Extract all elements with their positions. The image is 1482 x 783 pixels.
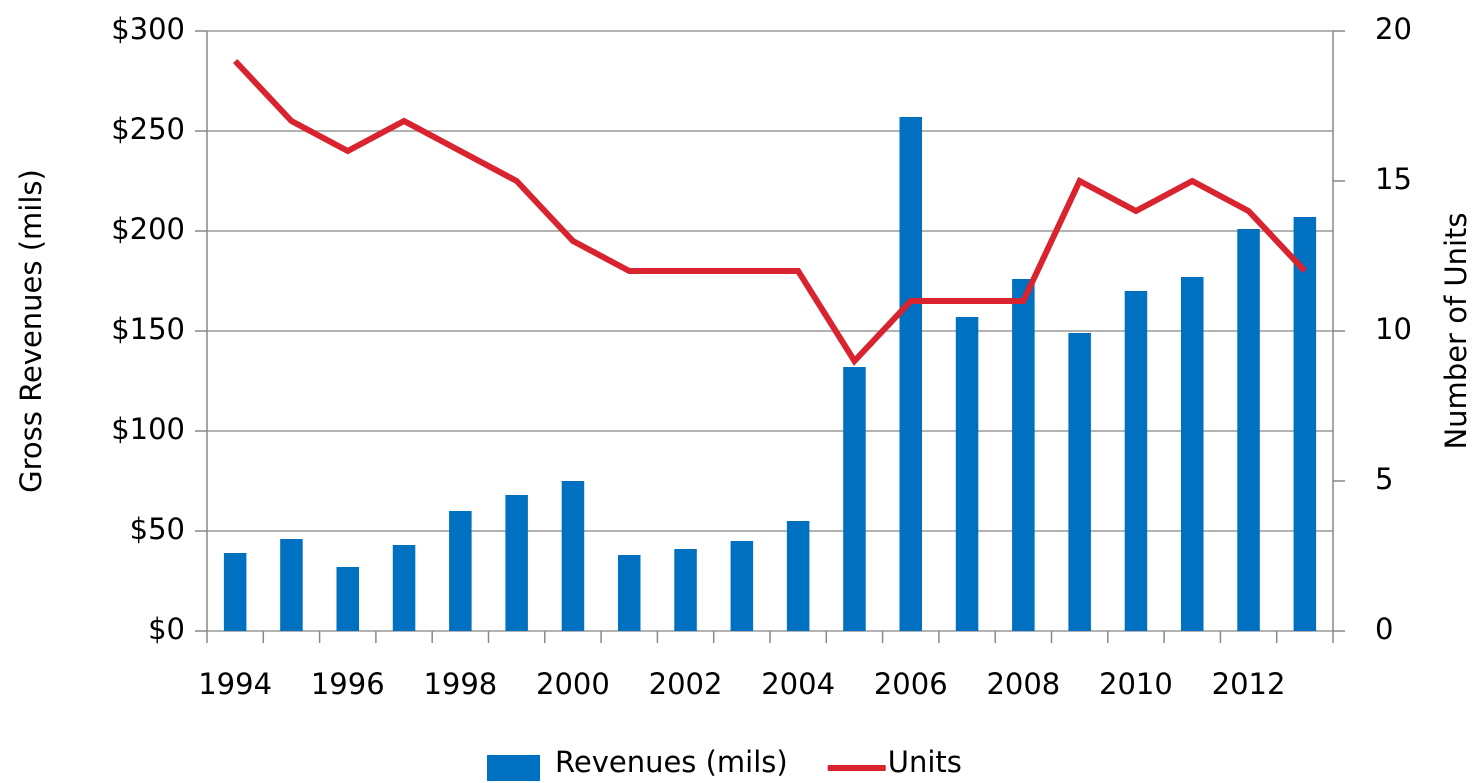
x-tick-label: 2012	[1212, 667, 1286, 701]
x-tick-label: 2010	[1099, 667, 1173, 701]
y-axis-title: Gross Revenues (mils)	[14, 169, 48, 493]
bar	[617, 555, 641, 631]
legend-label: Revenues (mils)	[555, 745, 788, 779]
y2-tick-label: 15	[1375, 162, 1412, 196]
bar	[561, 481, 585, 631]
bar	[955, 317, 979, 631]
x-tick-label: 1994	[198, 667, 272, 701]
legend-swatch	[487, 755, 540, 781]
y2-tick-label: 10	[1375, 312, 1412, 346]
x-tick-label: 2002	[649, 667, 723, 701]
bar	[280, 539, 303, 631]
x-tick-label: 2004	[761, 667, 835, 701]
bar	[1068, 333, 1091, 631]
bar	[392, 545, 416, 631]
bar	[899, 117, 923, 631]
bar	[730, 541, 754, 631]
x-tick-label: 2000	[536, 667, 610, 701]
y2-tick-label: 0	[1375, 612, 1393, 646]
bar	[1012, 279, 1035, 631]
y2-axis-title: Number of Units	[1439, 212, 1473, 449]
y-tick-label: $0	[148, 612, 185, 646]
x-tick-label: 1998	[423, 667, 497, 701]
x-tick-label: 2008	[986, 667, 1060, 701]
legend-label: Units	[888, 745, 962, 779]
bar	[336, 567, 360, 631]
bar	[1124, 291, 1148, 631]
line	[232, 58, 1308, 366]
y-tick-label: $300	[111, 12, 185, 46]
bar	[223, 553, 247, 631]
bar	[449, 511, 472, 631]
y-tick-label: $100	[111, 412, 185, 446]
bar	[1293, 217, 1317, 631]
bar	[674, 549, 697, 631]
bar	[1237, 229, 1260, 631]
bar	[505, 495, 528, 631]
y2-tick-label: 5	[1375, 462, 1393, 496]
y-tick-label: $200	[111, 212, 185, 246]
y2-tick-label: 20	[1375, 12, 1412, 46]
y-tick-label: $150	[111, 312, 185, 346]
bar	[786, 521, 810, 631]
x-tick-label: 2006	[874, 667, 948, 701]
y-tick-label: $250	[111, 112, 185, 146]
x-tick-label: 1996	[311, 667, 385, 701]
bar	[843, 367, 866, 631]
bar	[1180, 277, 1204, 631]
y-tick-label: $50	[130, 512, 185, 546]
